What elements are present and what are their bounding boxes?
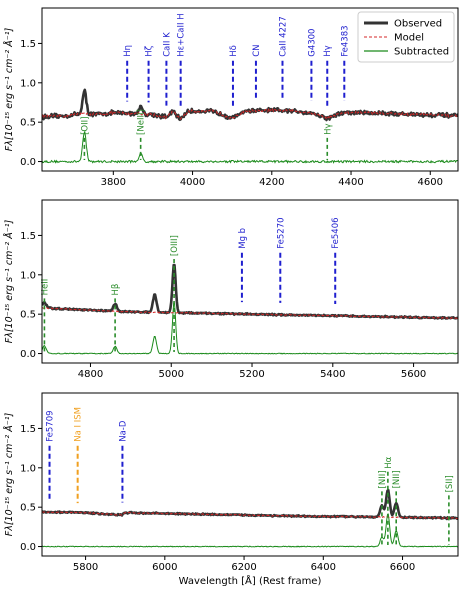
legend-label: Observed xyxy=(394,19,442,30)
y-tick-label: 1.0 xyxy=(20,463,36,474)
absorption-label: Hη xyxy=(123,45,133,57)
y-axis-label: Fλ[10⁻¹⁵ erg s⁻¹ cm⁻² Å⁻¹] xyxy=(3,412,15,536)
y-tick-label: 0.0 xyxy=(20,542,36,553)
x-tick-label: 5800 xyxy=(73,562,98,573)
panel-1: Hη Hζ CaII K Hε+CaII H Hδ CN CaII 4227 G4300 Hγ F… xyxy=(3,7,459,188)
absorption-label: Fe5270 xyxy=(276,217,286,248)
y-axis-label: Fλ[10⁻¹⁵ erg s⁻¹ cm⁻² Å⁻¹] xyxy=(3,27,15,151)
x-tick-label: 5400 xyxy=(320,369,345,380)
series-observed xyxy=(42,88,458,122)
x-tick-label: 4600 xyxy=(418,177,443,188)
legend-label: Model xyxy=(394,33,424,44)
series-subtracted xyxy=(42,130,458,164)
x-tick-label: 5000 xyxy=(159,369,184,380)
absorption-label: CN xyxy=(252,44,262,56)
series-model xyxy=(42,511,458,520)
emission-label: HeII xyxy=(40,279,50,296)
y-tick-label: 0.5 xyxy=(20,118,36,129)
emission-label: Hβ xyxy=(111,284,121,296)
y-tick-label: 1.5 xyxy=(20,39,36,50)
series-model xyxy=(42,107,458,121)
absorption-label: CaII K xyxy=(162,32,172,57)
x-tick-label: 5600 xyxy=(401,369,426,380)
emission-label: [OII] xyxy=(80,117,90,135)
x-tick-label: 5200 xyxy=(239,369,264,380)
axes-frame xyxy=(41,7,459,172)
axes-frame xyxy=(41,199,459,364)
absorption-label: Na-D xyxy=(118,420,128,442)
panel-2: Mg b Fe5270 Fe5406 HeII Hβ [OIII] 4800 5000 5200… xyxy=(3,199,459,380)
emission-label: Hα xyxy=(384,456,394,468)
y-tick-label: 1.0 xyxy=(20,270,36,281)
emission-label: [OIII] xyxy=(170,235,180,256)
x-tick-label: 4200 xyxy=(259,177,284,188)
y-tick-label: 1.5 xyxy=(20,231,36,242)
series-subtracted xyxy=(42,302,458,355)
plot-area xyxy=(42,263,458,355)
x-tick-label: 6000 xyxy=(152,562,177,573)
absorption-label: Fe5406 xyxy=(331,217,341,248)
absorption-label: Mg b xyxy=(238,228,248,249)
ism-label: Na I ISM xyxy=(74,407,84,442)
x-tick-label: 6600 xyxy=(390,562,415,573)
axes-frame xyxy=(41,392,459,557)
plot-area xyxy=(42,88,458,164)
absorption-label: Hε+CaII H xyxy=(177,13,187,56)
absorption-label: CaII 4227 xyxy=(278,16,288,57)
x-tick-label: 3800 xyxy=(101,177,126,188)
plot-area xyxy=(42,488,458,548)
emission-label: [NII] xyxy=(378,470,388,488)
absorption-label: Hγ xyxy=(323,45,333,56)
emission-label: [NII] xyxy=(392,470,402,488)
absorption-label: Hδ xyxy=(229,45,239,57)
y-tick-label: 1.5 xyxy=(20,424,36,435)
x-axis-label: Wavelength [Å] (Rest frame) xyxy=(179,574,322,587)
legend-label: Subtracted xyxy=(394,47,449,58)
panel-3: Fe5709 Na-D Na I ISM [NII] Hα [NII] [SII] 5800 6… xyxy=(3,392,459,587)
emission-label: [NeIII] xyxy=(137,109,147,135)
absorption-label: Hζ xyxy=(145,45,155,56)
x-tick-label: 6200 xyxy=(231,562,256,573)
y-tick-label: 0.5 xyxy=(20,310,36,321)
absorption-label: Fe5709 xyxy=(46,410,56,441)
series-model xyxy=(42,307,458,319)
y-tick-label: 1.0 xyxy=(20,78,36,89)
y-tick-label: 0.5 xyxy=(20,503,36,514)
absorption-label: G4300 xyxy=(307,29,317,57)
x-tick-label: 4800 xyxy=(78,369,103,380)
y-axis-label: Fλ[10⁻¹⁵ erg s⁻¹ cm⁻² Å⁻¹] xyxy=(3,219,15,343)
y-tick-label: 0.0 xyxy=(20,349,36,360)
x-tick-label: 6400 xyxy=(311,562,336,573)
absorption-label: Fe4383 xyxy=(340,25,350,56)
emission-label: Hγ xyxy=(323,124,333,135)
x-tick-label: 4400 xyxy=(338,177,363,188)
x-tick-label: 4000 xyxy=(180,177,205,188)
legend: Observed Model Subtracted xyxy=(357,11,455,63)
y-tick-label: 0.0 xyxy=(20,157,36,168)
emission-label: [SII] xyxy=(445,475,455,492)
